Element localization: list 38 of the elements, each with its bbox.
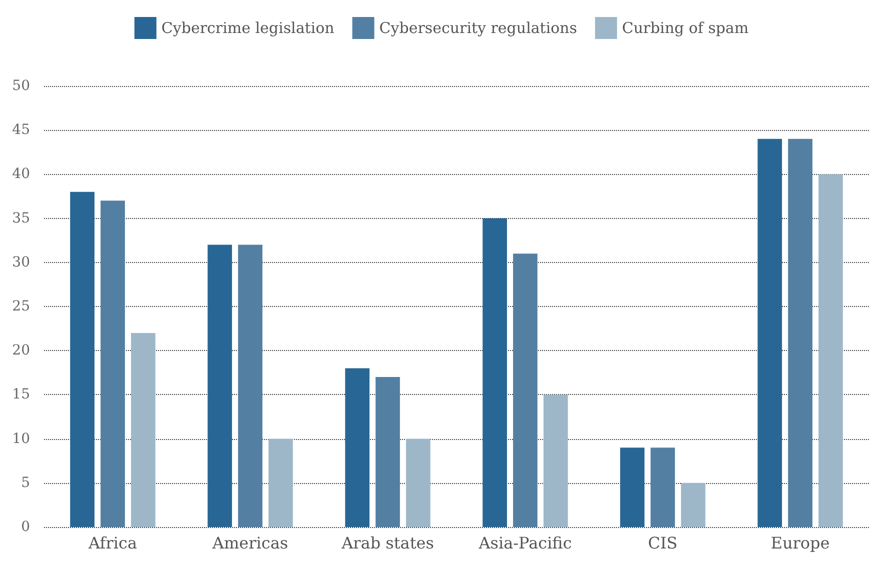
bar bbox=[131, 332, 156, 527]
legend-label: Curbing of spam bbox=[622, 19, 749, 37]
y-tick-label: 0 bbox=[21, 519, 30, 535]
bar bbox=[482, 218, 507, 527]
bar bbox=[818, 174, 843, 527]
bar bbox=[758, 138, 782, 527]
legend-label: Cybercrime legislation bbox=[161, 19, 335, 37]
bar bbox=[513, 254, 538, 527]
bar bbox=[376, 377, 400, 527]
y-tick-label: 50 bbox=[12, 78, 30, 94]
bar bbox=[650, 448, 675, 527]
bar bbox=[345, 368, 370, 527]
y-tick-label: 45 bbox=[12, 122, 30, 138]
bar bbox=[238, 244, 262, 527]
x-tick-label: Asia-Pacific bbox=[478, 534, 572, 552]
bar bbox=[70, 192, 94, 527]
bar bbox=[788, 138, 812, 527]
x-tick-label: Africa bbox=[88, 534, 138, 552]
x-tick-label: Arab states bbox=[340, 534, 434, 552]
x-tick-label: Europe bbox=[770, 534, 830, 552]
bar bbox=[406, 438, 430, 527]
bar bbox=[268, 438, 293, 527]
legend-label: Cybersecurity regulations bbox=[379, 19, 578, 37]
y-tick-label: 20 bbox=[12, 342, 30, 359]
y-tick-label: 25 bbox=[12, 298, 30, 314]
x-tick-label: Americas bbox=[211, 534, 288, 552]
bar bbox=[100, 200, 125, 527]
bar bbox=[681, 482, 706, 527]
bar bbox=[620, 448, 644, 527]
bar bbox=[544, 394, 568, 527]
y-tick-label: 35 bbox=[12, 210, 30, 226]
y-tick-label: 15 bbox=[12, 386, 30, 403]
y-tick-label: 10 bbox=[12, 430, 30, 447]
y-tick-label: 5 bbox=[21, 474, 30, 491]
bar bbox=[208, 244, 232, 527]
y-tick-label: 40 bbox=[12, 166, 30, 182]
y-tick-label: 30 bbox=[12, 254, 30, 270]
x-tick-label: CIS bbox=[648, 534, 678, 552]
